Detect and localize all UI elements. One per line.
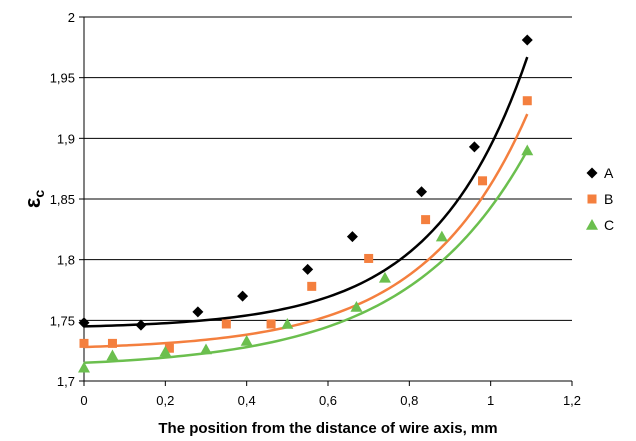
y-tick-label: 1,85 — [50, 192, 75, 207]
point-a — [521, 34, 533, 46]
point-a — [237, 290, 249, 302]
trendline-c — [83, 149, 529, 365]
y-tick-label: 1,75 — [50, 313, 75, 328]
x-axis-title: The position from the distance of wire a… — [158, 420, 497, 437]
point-c — [378, 271, 391, 283]
legend-marker-c — [586, 219, 598, 230]
data-points — [78, 34, 534, 373]
y-axis-title-main: ε — [20, 197, 45, 208]
legend-marker-b — [587, 194, 597, 204]
point-b — [421, 215, 431, 225]
point-b — [266, 319, 276, 329]
y-tick-labels: 1,7 1,75 1,8 1,85 1,9 1,95 2 — [50, 10, 84, 389]
point-a — [468, 141, 480, 153]
trendlines — [83, 56, 529, 365]
y-tick-label: 1,8 — [57, 253, 75, 268]
point-b — [107, 338, 117, 348]
point-b — [364, 253, 374, 263]
point-a — [135, 319, 147, 331]
y-axis-title-subscript: c — [31, 190, 47, 198]
x-tick-label: 0,2 — [156, 393, 174, 408]
legend-label-a: A — [604, 165, 614, 181]
point-c — [350, 300, 363, 312]
point-c — [78, 361, 90, 373]
point-b — [79, 338, 89, 348]
point-c — [281, 317, 294, 329]
x-tick-label: 0,4 — [238, 393, 256, 408]
legend-label-b: B — [604, 191, 613, 207]
point-c — [435, 230, 448, 242]
point-b — [307, 281, 317, 291]
point-b — [478, 176, 488, 186]
point-a — [302, 263, 314, 275]
point-c — [521, 144, 534, 156]
x-tick-labels: 0 0,2 0,4 0,6 0,8 1 1,2 — [80, 381, 581, 408]
point-a — [192, 306, 204, 318]
trendline-a — [83, 56, 529, 328]
point-a — [416, 186, 428, 198]
point-c — [159, 345, 172, 357]
point-c — [240, 334, 253, 346]
x-tick-label: 0 — [80, 393, 87, 408]
point-c — [106, 349, 119, 361]
trendline-b — [83, 113, 529, 349]
point-b — [164, 343, 174, 353]
legend: ABC — [586, 165, 614, 233]
legend-marker-a — [586, 167, 598, 179]
x-tick-label: 0,6 — [319, 393, 337, 408]
x-tick-label: 0,8 — [400, 393, 418, 408]
y-tick-label: 1,7 — [57, 374, 75, 389]
point-c — [200, 343, 212, 355]
y-tick-label: 1,95 — [50, 71, 75, 86]
legend-label-c: C — [604, 217, 614, 233]
x-tick-label: 1,2 — [563, 393, 581, 408]
y-tick-label: 1,9 — [57, 131, 75, 146]
x-tick-label: 1 — [487, 393, 494, 408]
y-axis-title: εc — [20, 190, 47, 208]
grid-lines — [84, 16, 572, 321]
point-a — [346, 231, 358, 243]
y-tick-label: 2 — [68, 10, 75, 25]
point-b — [522, 96, 532, 106]
point-b — [221, 319, 231, 329]
point-a — [78, 317, 90, 329]
